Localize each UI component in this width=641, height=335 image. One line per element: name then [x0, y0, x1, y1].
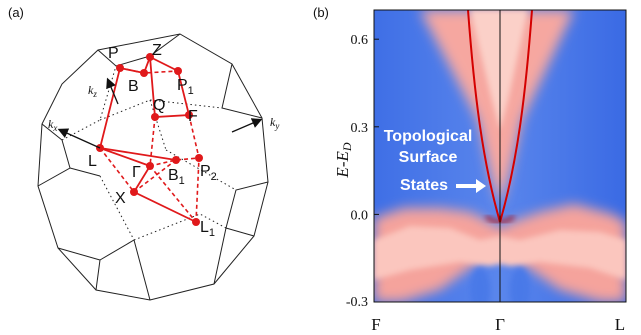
bz-hidden-edges — [61, 65, 237, 241]
label-Z: Z — [152, 42, 162, 59]
surface-states-annotation: Topological Surface States — [384, 128, 486, 194]
panel-label-b: (b) — [313, 5, 329, 20]
label-X: X — [115, 190, 126, 207]
plot-frame — [373, 9, 627, 303]
y-tick-label: 0.0 — [351, 208, 369, 223]
brillouin-zone-diagram: P Z B P1 Q F L Γ B1 P2 X L1 kz kx ky — [37, 33, 279, 301]
point-L1 — [192, 218, 200, 226]
annotation-arrow — [456, 179, 486, 193]
kx-arrow — [57, 128, 101, 149]
surface-state-left — [467, 10, 501, 223]
point-B1 — [172, 156, 180, 164]
label-B1: B1 — [168, 167, 185, 187]
label-P: P — [108, 45, 119, 62]
blue-pocket-left — [470, 268, 490, 302]
kz-arrow — [106, 77, 119, 105]
annotation-line-2: Surface — [399, 149, 458, 166]
bz-axes — [57, 77, 263, 149]
annotation-line-1: Topological — [384, 128, 473, 145]
label-kz: kz — [88, 83, 97, 99]
y-tick-label: -0.3 — [346, 295, 368, 310]
label-F: F — [188, 108, 198, 125]
label-ky: ky — [270, 115, 279, 131]
x-tick-label: F — [371, 315, 380, 334]
point-F — [185, 111, 193, 119]
label-L: L — [88, 153, 97, 170]
point-Gamma — [146, 162, 154, 170]
label-Q: Q — [153, 97, 165, 114]
y-tick-label: 0.3 — [351, 121, 369, 136]
label-B: B — [128, 78, 139, 95]
x-tick-label: Γ — [495, 315, 505, 334]
panel-label-a: (a) — [8, 5, 24, 20]
label-P2: P2 — [200, 163, 217, 183]
point-B — [140, 69, 148, 77]
high-symmetry-path-dashed — [99, 67, 200, 223]
y-ticks: 0.6 0.3 0.0 -0.3 — [346, 33, 379, 310]
ky-arrow — [231, 118, 263, 133]
point-P2 — [195, 154, 203, 162]
conduction-bulk-band-core — [470, 10, 528, 130]
point-X — [130, 188, 138, 196]
label-P1: P1 — [177, 77, 194, 97]
label-kx: kx — [48, 117, 57, 133]
blue-pocket-right — [510, 268, 530, 302]
annotation-line-3: States — [400, 177, 448, 194]
heatmap-area — [374, 10, 626, 302]
y-tick-label: 0.6 — [351, 33, 369, 48]
label-Gamma: Γ — [132, 164, 141, 181]
point-Z — [146, 53, 154, 61]
y-axis-label: E-ED — [333, 142, 354, 178]
point-P1 — [174, 67, 182, 75]
point-P — [116, 64, 124, 72]
x-tick-label: L — [615, 315, 625, 334]
label-L1: L1 — [200, 219, 215, 239]
surface-state-right — [499, 10, 533, 223]
point-Q — [151, 113, 159, 121]
